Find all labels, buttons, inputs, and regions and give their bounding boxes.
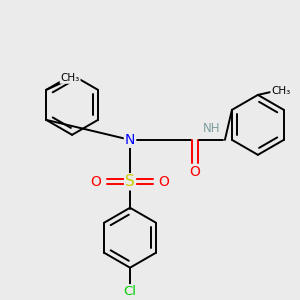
Text: CH₃: CH₃ <box>271 86 290 96</box>
Text: N: N <box>125 133 135 147</box>
Text: O: O <box>190 165 200 179</box>
Text: Cl: Cl <box>124 285 136 298</box>
Text: O: O <box>158 175 169 189</box>
Text: S: S <box>125 174 135 189</box>
Text: CH₃: CH₃ <box>61 73 80 83</box>
Text: NH: NH <box>203 122 221 135</box>
Text: O: O <box>91 175 101 189</box>
